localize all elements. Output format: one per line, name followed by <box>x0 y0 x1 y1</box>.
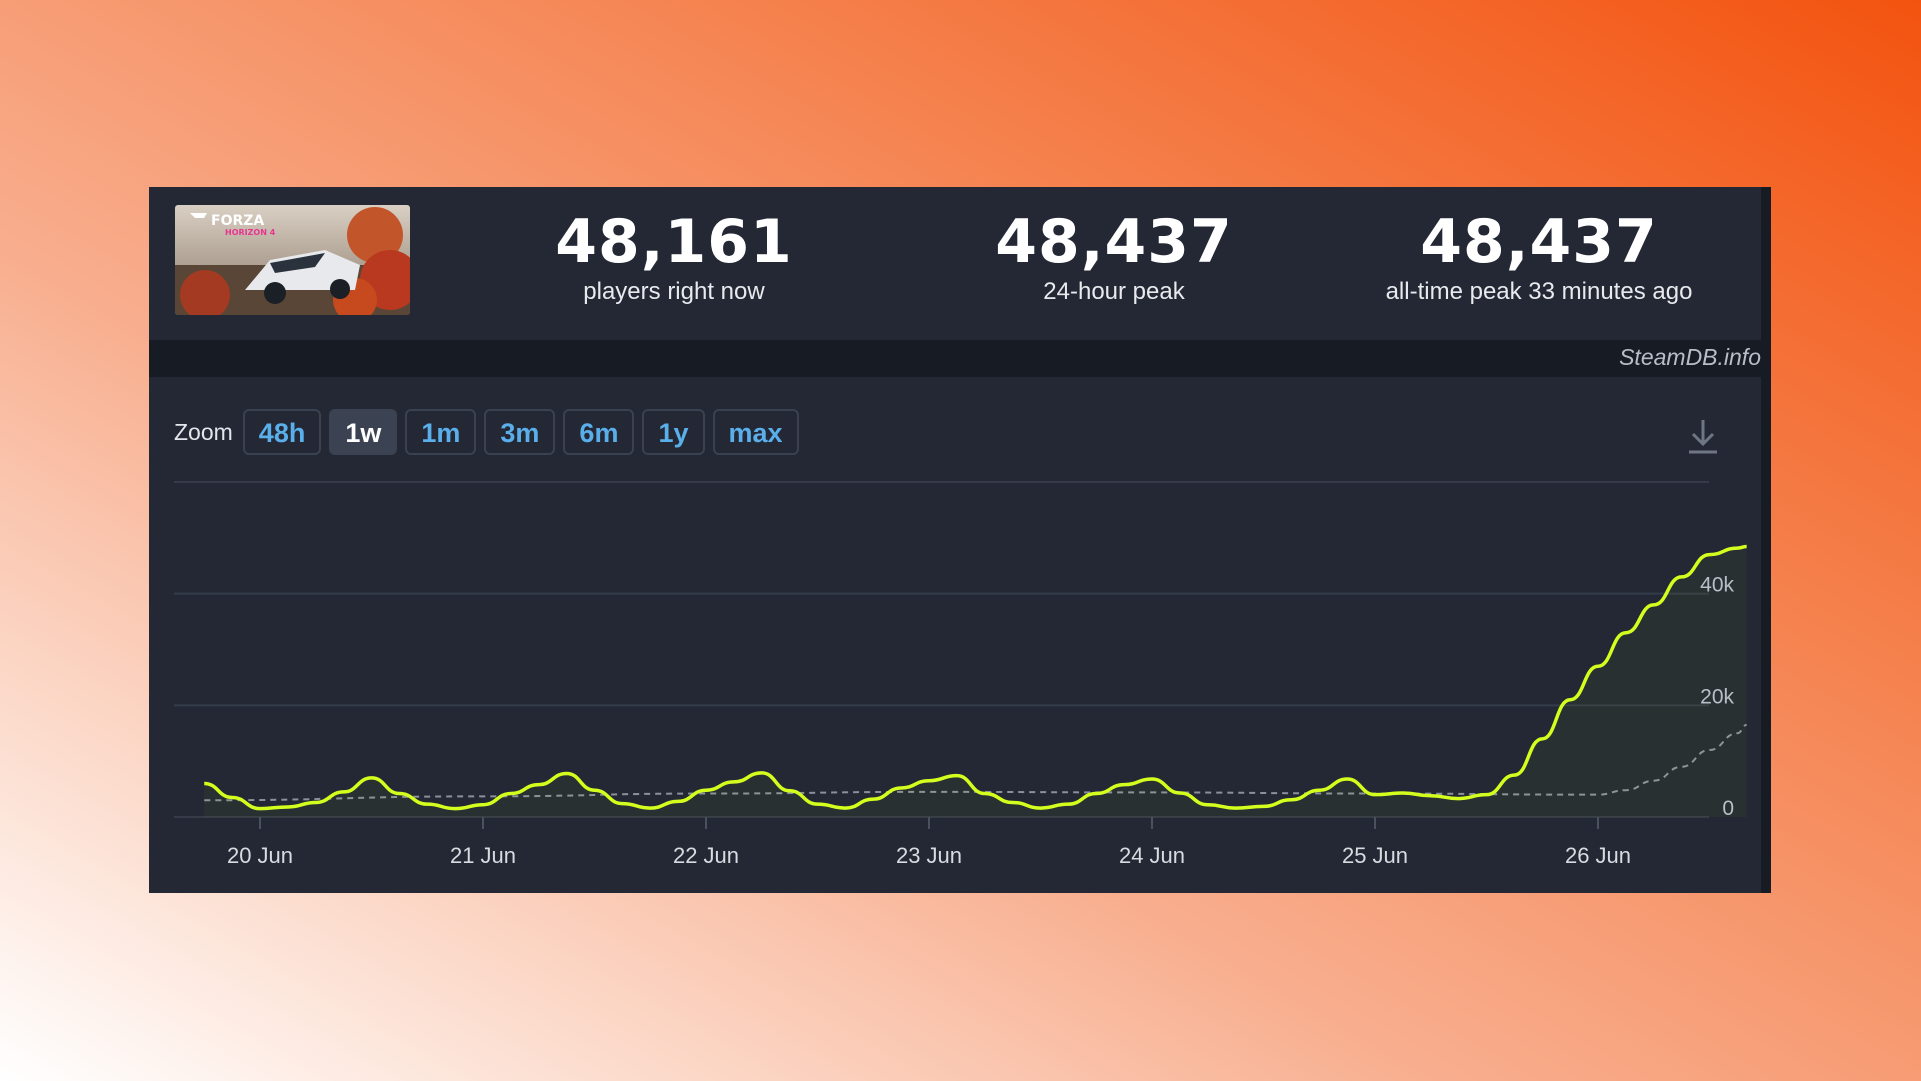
x-tick-label: 22 Jun <box>673 843 739 868</box>
24h-peak-value: 48,437 <box>995 207 1233 277</box>
x-tick-label: 26 Jun <box>1565 843 1631 868</box>
zoom-controls: Zoom 48h 1w 1m 3m 6m 1y max <box>174 409 807 455</box>
game-capsule-image[interactable]: FORZA HORIZON 4 <box>175 205 410 315</box>
zoom-button-1y[interactable]: 1y <box>642 409 705 455</box>
game-logo-text: FORZA <box>211 213 264 229</box>
player-stats-card: FORZA HORIZON 4 48,161 players right now… <box>149 187 1771 893</box>
game-capsule-art: FORZA HORIZON 4 <box>175 205 410 315</box>
zoom-button-3m[interactable]: 3m <box>484 409 556 455</box>
x-tick-label: 24 Jun <box>1119 843 1185 868</box>
stats-header: FORZA HORIZON 4 48,161 players right now… <box>149 187 1761 340</box>
zoom-label: Zoom <box>174 418 233 445</box>
current-players-label: players right now <box>583 278 765 305</box>
zoom-button-6m[interactable]: 6m <box>563 409 635 455</box>
stat-current-players: 48,161 players right now <box>504 207 844 307</box>
steamdb-watermark[interactable]: SteamDB.info <box>1619 344 1761 370</box>
stat-all-time-peak: 48,437 all-time peak 33 minutes ago <box>1329 207 1749 307</box>
current-players-value: 48,161 <box>555 207 793 277</box>
x-tick-label: 23 Jun <box>896 843 962 868</box>
zoom-button-1m[interactable]: 1m <box>405 409 477 455</box>
x-tick-label: 21 Jun <box>450 843 516 868</box>
all-time-peak-label: all-time peak 33 minutes ago <box>1385 278 1693 305</box>
stat-24h-peak: 48,437 24-hour peak <box>929 207 1299 307</box>
y-tick-label: 20k <box>1700 685 1734 708</box>
all-time-peak-value: 48,437 <box>1420 207 1658 277</box>
player-count-chart[interactable]: 20 Jun 21 Jun 22 Jun 23 Jun 24 Jun 25 Jun 26 J… <box>149 187 1771 893</box>
zoom-button-1w[interactable]: 1w <box>329 409 398 455</box>
chart-panel <box>149 377 1761 893</box>
y-tick-label: 40k <box>1700 574 1734 597</box>
game-logo-subtext: HORIZON 4 <box>225 228 276 237</box>
x-tick-label: 25 Jun <box>1342 843 1408 868</box>
series-players-area <box>204 546 1747 817</box>
24h-peak-label: 24-hour peak <box>1043 278 1185 305</box>
zoom-button-48h[interactable]: 48h <box>242 409 322 455</box>
zoom-button-max[interactable]: max <box>712 409 799 455</box>
download-icon[interactable] <box>1685 416 1721 456</box>
series-average-line <box>204 723 1747 802</box>
series-players-line <box>204 544 1747 811</box>
y-tick-label: 0 <box>1722 797 1734 820</box>
x-tick-label: 20 Jun <box>227 843 293 868</box>
